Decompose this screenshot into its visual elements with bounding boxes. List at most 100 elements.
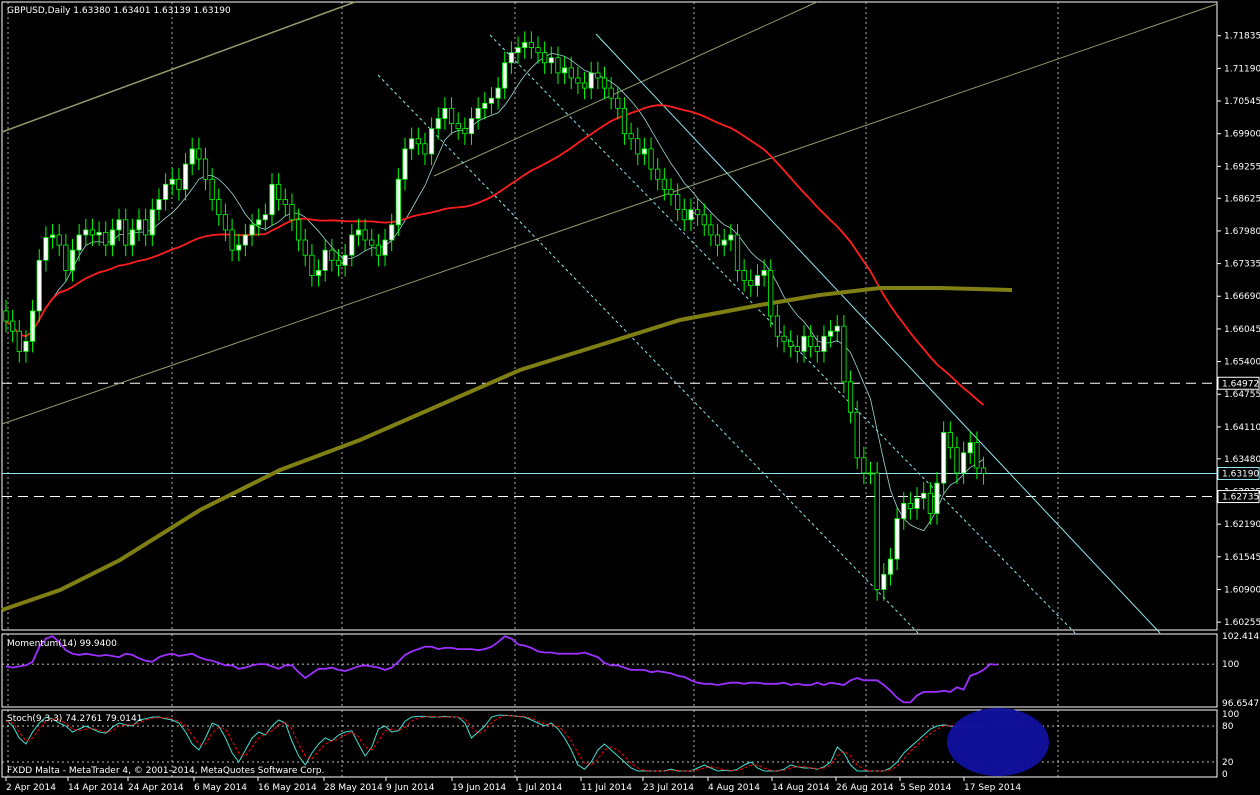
stochastic-panel[interactable]: Stoch(9,3,3) 74.2761 79.0141 FXDD Malta … (1, 708, 1218, 778)
bearish-candle (841, 325, 847, 383)
bearish-candle (63, 244, 69, 271)
olive-channel-short-line[interactable] (433, 1, 818, 177)
bearish-candle (980, 467, 987, 474)
bearish-candle (123, 219, 129, 246)
ma-slow-line (1, 286, 1013, 612)
bullish-candle (156, 199, 162, 211)
main-price-axis[interactable]: 1.71835 1.71190 1.70545 1.69900 1.69255 1.686… (1217, 32, 1260, 628)
bearish-candle (675, 194, 681, 211)
highlight-ellipse (947, 708, 1049, 776)
time-axis[interactable]: 2 Apr 2014 14 Apr 2014 24 Apr 2014 6 May 20… (5, 777, 1021, 793)
price-tick-label: 1.65400 (1224, 358, 1260, 368)
bullish-candle (402, 148, 408, 180)
bullish-candle (249, 224, 255, 236)
bearish-candle (635, 138, 641, 155)
bearish-candle (103, 232, 109, 246)
price-label-box (1217, 467, 1260, 481)
bearish-candle (143, 219, 149, 236)
bullish-candle (355, 229, 362, 236)
olive-channel-upper-line[interactable] (1, 1, 356, 133)
bullish-candle (761, 270, 767, 276)
time-tick-label: 19 Jun 2014 (452, 783, 506, 793)
bearish-candle (701, 214, 707, 226)
bullish-candle (488, 97, 495, 104)
bullish-candle (562, 67, 568, 74)
time-tick-label: 26 Aug 2014 (836, 783, 894, 793)
bullish-candle (262, 214, 268, 221)
moving-averages (1, 52, 1013, 612)
bearish-candle (302, 239, 308, 256)
time-tick-label: 2 Apr 2014 (6, 783, 56, 793)
bullish-candle (395, 178, 401, 226)
horizontal-levels[interactable] (2, 382, 1217, 498)
bullish-candle (515, 47, 521, 54)
bullish-candle (435, 118, 441, 130)
price-tick-label: 1.60255 (1224, 618, 1260, 628)
time-tick-label: 28 May 2014 (324, 783, 383, 793)
bullish-candle (961, 452, 967, 474)
price-tick-label: 1.69255 (1224, 162, 1260, 172)
bullish-candle (43, 237, 49, 261)
price-label-text: 1.64972 (1222, 379, 1259, 389)
bullish-candle (941, 432, 947, 484)
bullish-candle (641, 148, 648, 155)
cyan-channel-upper-dashed[interactable] (489, 34, 1076, 634)
bearish-candle (947, 432, 953, 449)
main-price-panel[interactable]: GBPUSD,Daily 1.63380 1.63401 1.63139 1.6… (1, 1, 1218, 634)
bearish-candle (974, 442, 980, 469)
price-tick-label: 1.70545 (1224, 97, 1260, 107)
candles (3, 31, 987, 601)
price-tick-label: 1.71835 (1224, 32, 1260, 42)
bearish-candle (861, 457, 867, 474)
bearish-candle (741, 270, 747, 281)
bullish-candle (96, 232, 102, 236)
bearish-candle (375, 244, 382, 256)
momentum-panel[interactable]: Momentum(14) 99.9400 (1, 633, 1218, 708)
bullish-candle (867, 472, 874, 475)
bearish-candle (448, 107, 455, 124)
stochastic-panel-frame (1, 709, 1218, 778)
bearish-candle (734, 234, 741, 271)
bullish-candle (36, 259, 42, 312)
momentum-tick-label: 100 (1222, 660, 1239, 670)
bullish-candle (242, 234, 248, 246)
bearish-candle (774, 315, 781, 337)
bearish-candle (608, 87, 614, 99)
bullish-candle (182, 163, 189, 190)
price-tick-label: 1.71190 (1224, 64, 1260, 74)
bullish-candle (482, 102, 488, 109)
price-tick-label: 1.67980 (1224, 227, 1260, 237)
bullish-candle (162, 183, 169, 200)
bearish-candle (748, 280, 754, 287)
price-label-box (1217, 490, 1260, 504)
bullish-candle (754, 275, 761, 287)
trend-channels[interactable] (1, 1, 1218, 634)
bearish-candle (335, 259, 342, 266)
bullish-candle (821, 335, 827, 352)
bullish-candle (548, 57, 554, 64)
bearish-candle (794, 345, 800, 352)
price-tick-label: 1.64110 (1224, 423, 1260, 433)
bearish-candle (309, 254, 315, 276)
bearish-candle (595, 72, 601, 79)
bullish-candle (475, 107, 481, 119)
stochastic-tick-label: 80 (1222, 722, 1234, 732)
cyan-trend-line[interactable] (595, 33, 1161, 634)
time-tick-label: 4 Aug 2014 (708, 783, 760, 793)
bearish-candle (601, 77, 608, 89)
momentum-grid (2, 634, 1217, 707)
bearish-candle (289, 204, 295, 221)
olive-channel-lower-line[interactable] (1, 3, 1218, 425)
bullish-candle (721, 239, 727, 246)
bullish-candle (349, 234, 355, 256)
bearish-candle (954, 447, 960, 474)
price-label-box (1217, 376, 1260, 390)
bullish-candle (502, 62, 508, 89)
bearish-candle (455, 123, 461, 130)
time-tick-label: 14 Apr 2014 (68, 783, 124, 793)
price-tick-label: 1.67335 (1224, 260, 1260, 270)
bullish-candle (881, 573, 887, 590)
stochastic-signal-line (5, 715, 984, 772)
price-tick-label: 1.63480 (1224, 455, 1260, 465)
